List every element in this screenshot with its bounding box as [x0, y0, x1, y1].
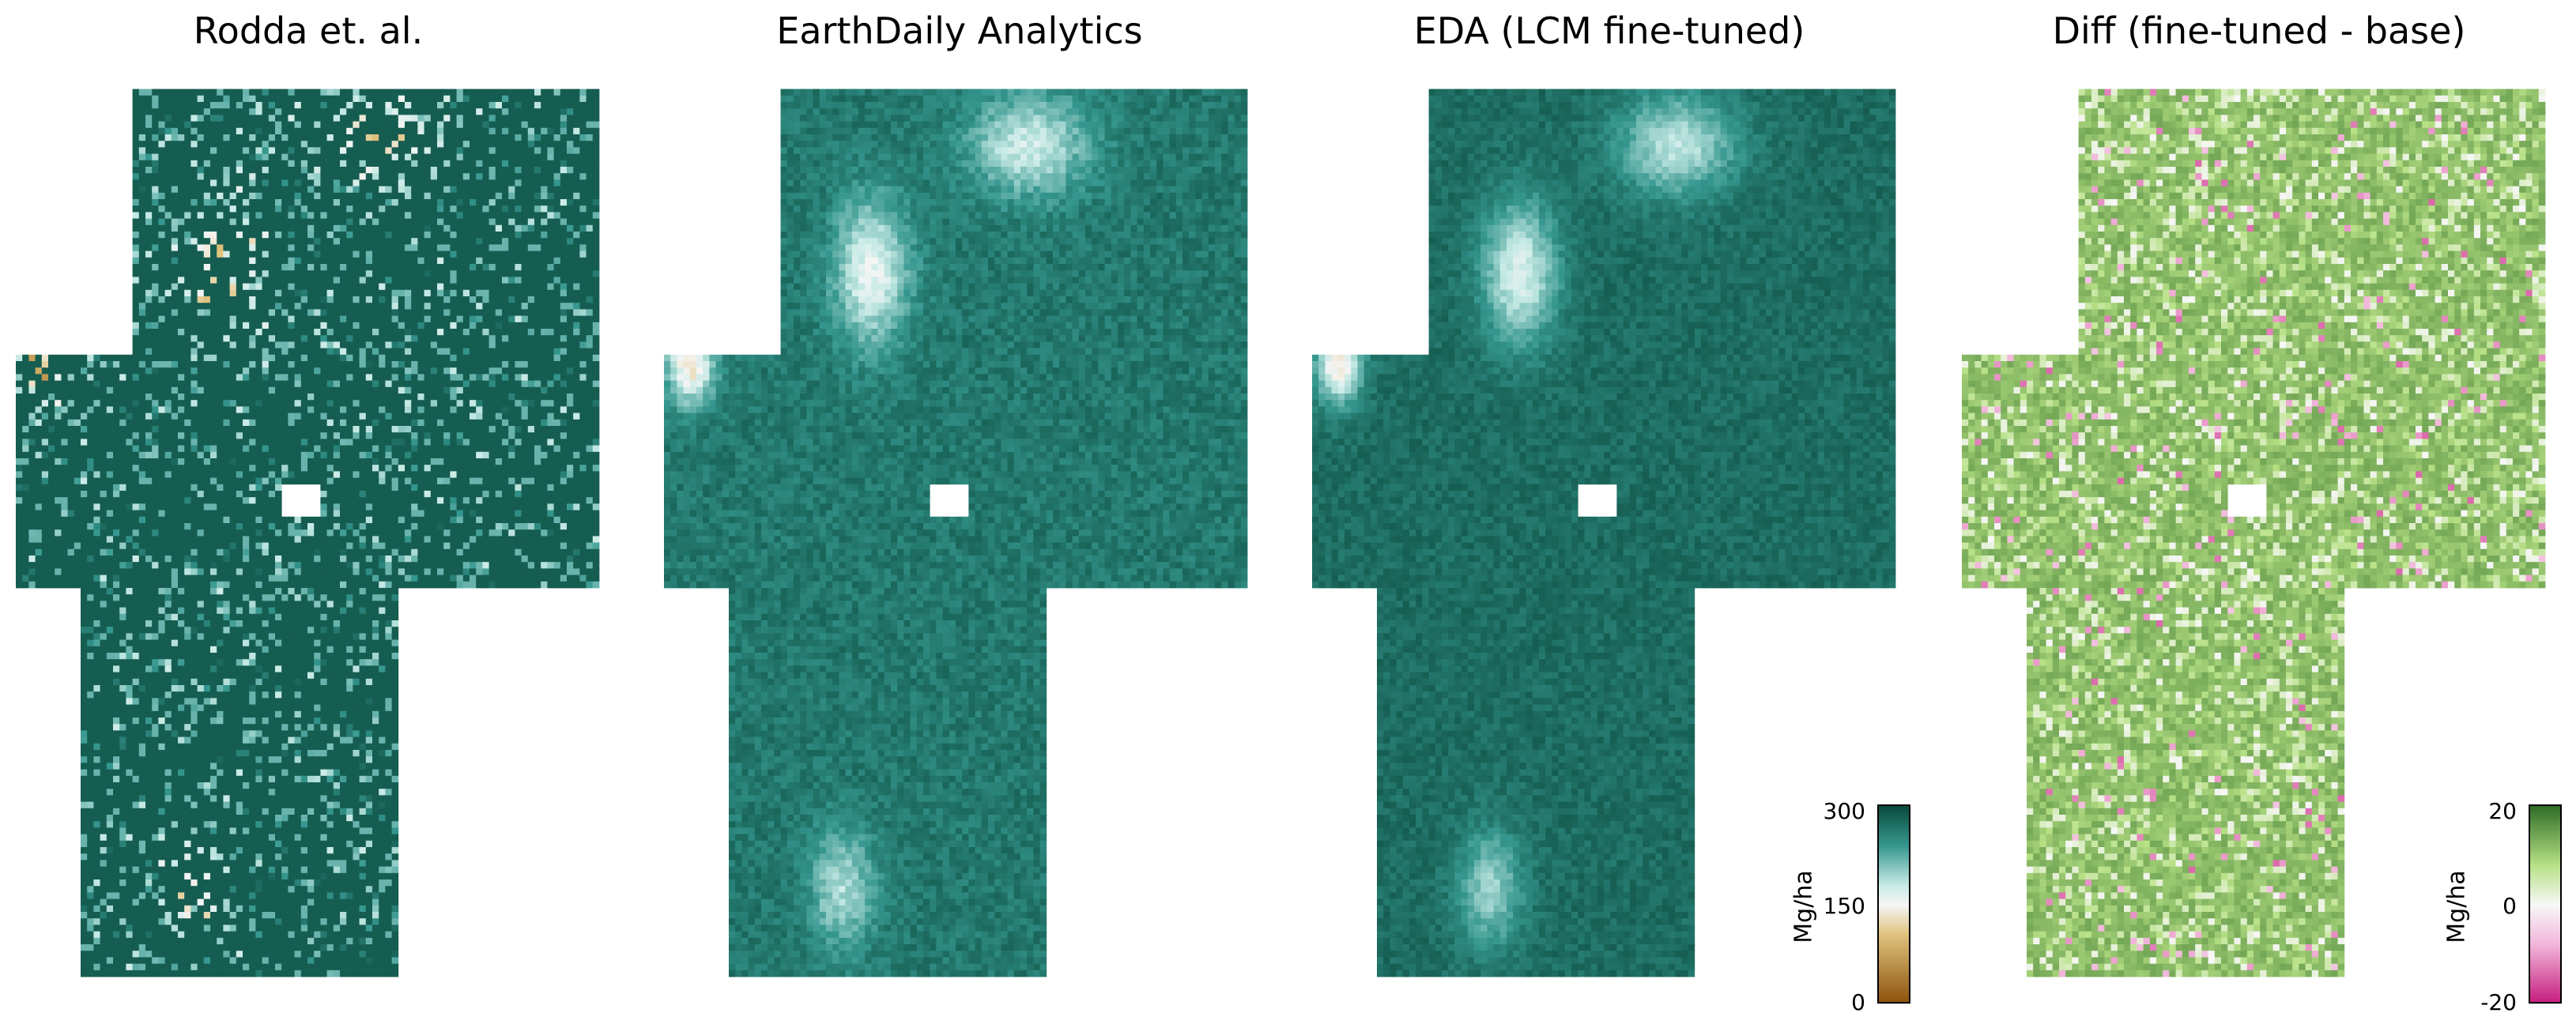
colorbar-border	[2529, 804, 2562, 1004]
colorbar-diff-tick-mid: 0	[2461, 893, 2517, 919]
heatmap-cells	[1962, 89, 2546, 977]
panel-title-3: EDA (LCM fine-tuned)	[1333, 9, 1886, 57]
colorbar-diff-tick-max: 20	[2461, 798, 2517, 824]
panel-title-2: EarthDaily Analytics	[683, 9, 1236, 57]
heatmap-diff	[1962, 89, 2546, 977]
colorbar-border	[1877, 804, 1910, 1004]
panel-title-1: Rodda et. al.	[32, 9, 585, 57]
colorbar-biomass-tick-max: 300	[1810, 798, 1865, 824]
colorbar-biomass	[1877, 804, 1910, 1004]
heatmap-earthdaily	[664, 89, 1248, 977]
heatmap-rodda	[16, 89, 600, 977]
heatmap-cells	[664, 89, 1248, 977]
heatmap-eda-finetuned	[1312, 89, 1896, 977]
colorbar-diff-tick-min: -20	[2461, 989, 2517, 1015]
colorbar-biomass-tick-mid: 150	[1810, 893, 1865, 919]
colorbar-diff	[2529, 804, 2562, 1004]
heatmap-cells	[1312, 89, 1896, 977]
colorbar-biomass-tick-min: 0	[1810, 989, 1865, 1015]
heatmap-cells	[16, 89, 600, 977]
panel-title-4: Diff (fine-tuned - base)	[1982, 9, 2536, 57]
